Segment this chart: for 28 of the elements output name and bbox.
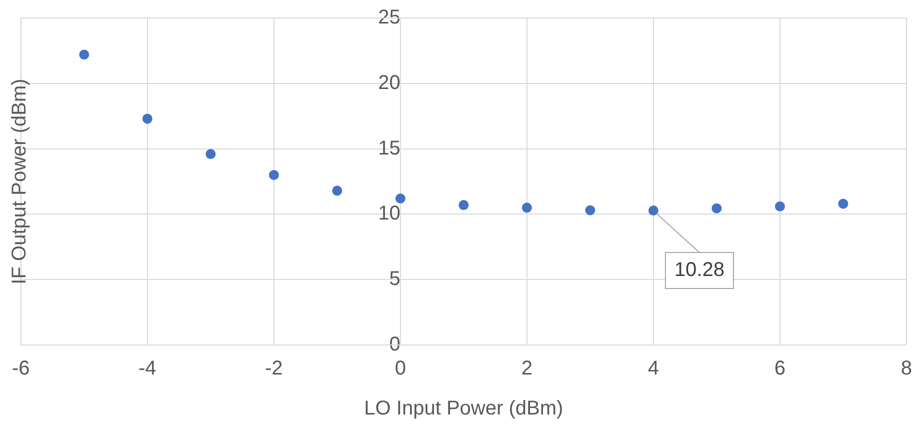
x-tick-label: 4 xyxy=(648,358,659,380)
point xyxy=(522,202,532,213)
y-tick-label: 5 xyxy=(389,268,400,290)
point xyxy=(332,186,342,196)
point xyxy=(206,149,216,160)
point xyxy=(712,203,722,214)
y-axis-title: IF Output Power (dBm) xyxy=(8,78,31,284)
point xyxy=(585,205,596,216)
x-axis-title: LO Input Power (dBm) xyxy=(364,398,564,420)
y-tick-label: 20 xyxy=(378,72,400,94)
x-tick-label: -6 xyxy=(12,358,30,380)
x-tick-label: -4 xyxy=(138,358,156,380)
point xyxy=(268,170,279,180)
point xyxy=(458,200,469,210)
point xyxy=(142,114,152,124)
y-tick-label: 15 xyxy=(378,137,400,160)
point xyxy=(648,206,658,216)
x-tick-label: -2 xyxy=(265,358,283,380)
y-tick-label: 25 xyxy=(378,6,400,29)
annotation: 10.28 xyxy=(674,259,724,282)
point xyxy=(395,194,406,204)
y-tick-label: 10 xyxy=(378,202,400,225)
point xyxy=(838,198,848,209)
x-tick-label: 8 xyxy=(900,358,912,380)
x-tick-label: 2 xyxy=(521,358,532,380)
point xyxy=(79,50,90,60)
x-tick-label: 6 xyxy=(774,358,786,380)
point xyxy=(774,201,785,212)
